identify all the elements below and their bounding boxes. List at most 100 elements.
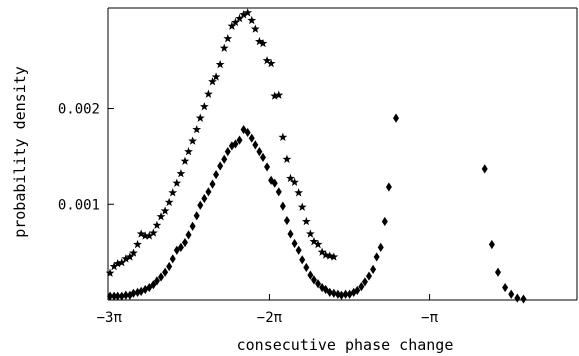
star-point (255, 36, 264, 46)
diamond-point (264, 162, 271, 172)
diamond-point (373, 252, 380, 262)
star-point (168, 188, 178, 197)
diamond-point (158, 272, 165, 282)
star-point (195, 113, 205, 122)
y-axis-label: probability density (11, 66, 29, 238)
diamond-point (514, 293, 521, 303)
star-point (160, 206, 170, 215)
x-tick-label: −3π (97, 310, 123, 326)
diamond-point (279, 201, 286, 211)
star-point (301, 216, 311, 226)
diamond-point (287, 229, 294, 239)
diamond-point (330, 288, 337, 298)
star-point (306, 229, 315, 238)
diamond-point (166, 261, 173, 272)
diamond-point (275, 187, 282, 197)
diamond-point (366, 271, 373, 281)
diamond-point (193, 211, 200, 221)
star-point (278, 132, 288, 141)
diamond-point (283, 215, 290, 226)
diamond-point (169, 254, 176, 264)
diamond-point (393, 113, 400, 123)
diamond-point (361, 277, 368, 287)
diamond-point (488, 239, 495, 250)
star-point (286, 173, 295, 183)
x-tick-label: −2π (257, 310, 283, 326)
diamond-point (271, 178, 278, 188)
diamond-point (153, 276, 160, 286)
star-point (290, 177, 299, 186)
star-point (152, 220, 162, 230)
star-point (297, 202, 307, 211)
diamond-point (303, 262, 310, 273)
star-point (113, 259, 123, 268)
star-point (262, 56, 272, 65)
diamond-point (291, 238, 298, 249)
x-axis-label: consecutive phase change (237, 336, 454, 354)
diamond-point (342, 289, 349, 299)
diamond-point (197, 200, 204, 210)
star-point (204, 89, 213, 98)
star-point (282, 154, 292, 163)
star-point (176, 169, 186, 178)
diamond-point (130, 288, 137, 298)
star-point (129, 248, 138, 257)
diamond-point (201, 193, 208, 204)
diamond-point (520, 294, 527, 304)
star-point (309, 237, 319, 246)
diamond-point (248, 133, 255, 143)
star-point (258, 38, 268, 48)
diamond-point (385, 182, 392, 192)
star-point (215, 59, 225, 69)
star-point (180, 156, 190, 165)
star-point (172, 178, 182, 187)
diamond-point (502, 282, 509, 293)
star-point (105, 268, 115, 277)
star-point (136, 229, 146, 238)
star-point (294, 188, 304, 197)
star-point (223, 34, 233, 43)
star-point (164, 197, 174, 207)
x-tick-label: −π (421, 310, 438, 326)
diamond-point (107, 291, 114, 301)
diamond-point (177, 242, 184, 252)
series-diamond (107, 113, 527, 304)
diamond-point (244, 127, 251, 138)
diamond-point (481, 164, 488, 174)
diamond-point (370, 264, 377, 274)
star-point (188, 136, 197, 145)
star-point (313, 239, 323, 249)
series-star (105, 8, 339, 277)
diamond-point (118, 291, 125, 301)
diamond-point (322, 284, 329, 295)
diamond-point (310, 275, 317, 285)
star-point (243, 8, 253, 17)
diamond-point (252, 140, 259, 150)
diamond-point (354, 285, 361, 296)
diamond-point (111, 291, 118, 301)
star-point (250, 24, 260, 33)
star-point (211, 72, 221, 81)
diamond-point (150, 280, 157, 290)
star-point (133, 239, 142, 249)
diamond-point (295, 245, 302, 255)
diamond-point (377, 242, 384, 252)
y-tick-label: 0.001 (58, 197, 100, 213)
star-point (227, 21, 237, 30)
diamond-point (381, 216, 388, 227)
star-point (266, 58, 276, 68)
diamond-point (358, 281, 365, 292)
star-point (231, 17, 240, 27)
diamond-point (213, 169, 220, 180)
diamond-point (259, 152, 266, 162)
diamond-point (299, 255, 306, 265)
star-point (239, 10, 248, 19)
diamond-point (189, 221, 196, 231)
diamond-point (256, 147, 263, 157)
diamond-point (209, 179, 216, 189)
star-point (156, 212, 166, 221)
diamond-point (205, 187, 212, 197)
